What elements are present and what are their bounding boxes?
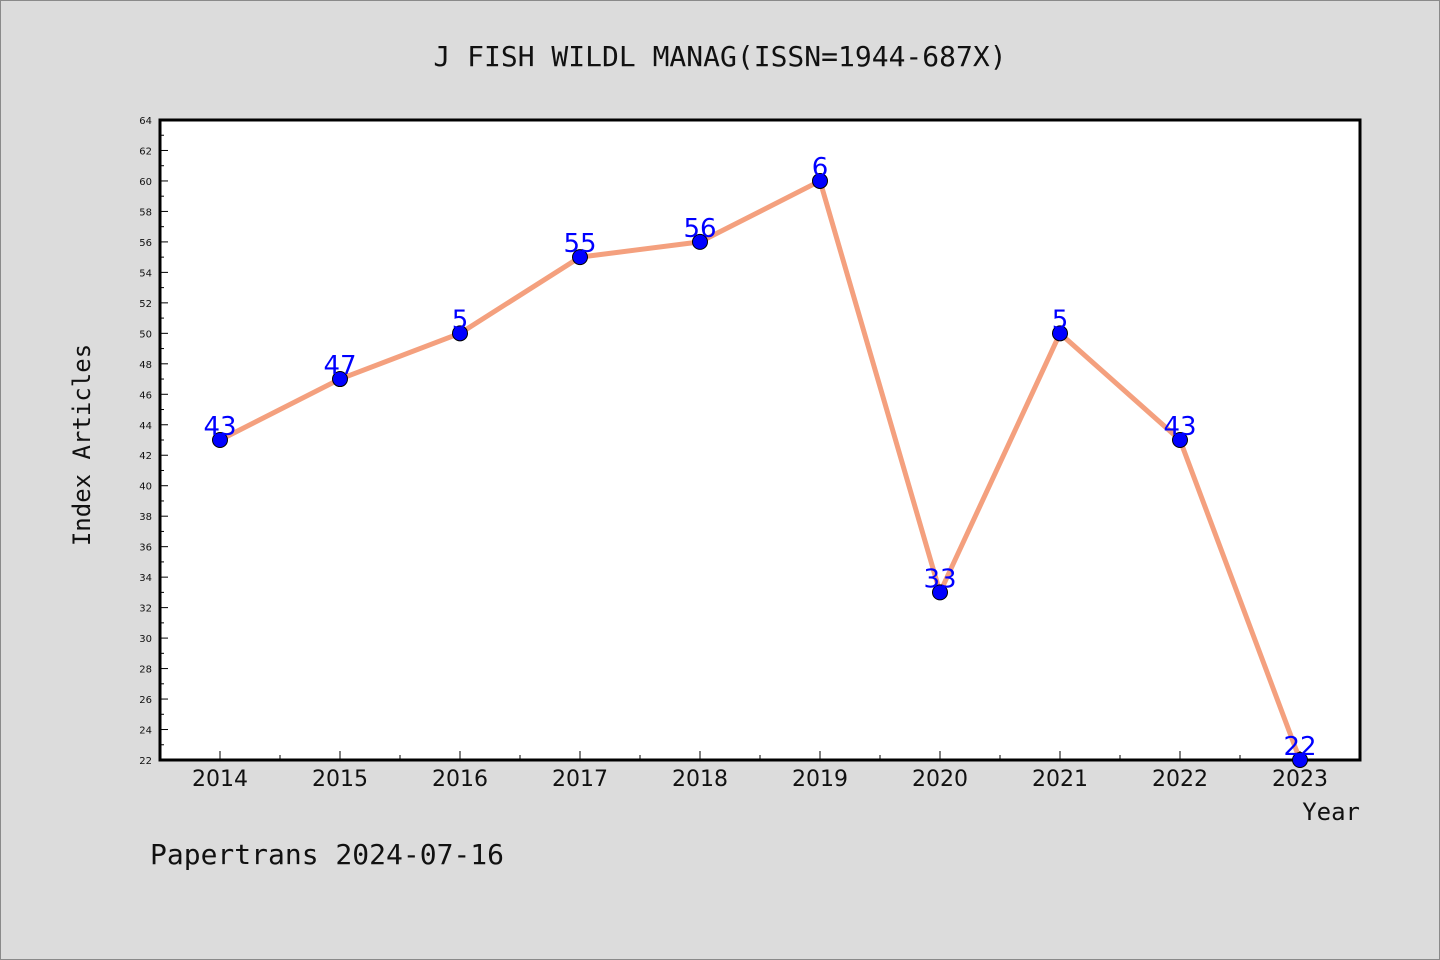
data-point	[1172, 432, 1188, 448]
y-tick-label: 44	[139, 421, 152, 432]
y-axis: 22 24 26 28 30 32 34 36 38 40 42 44 46 48 50 52 54 56 58 60…	[139, 116, 168, 767]
y-tick-label: 28	[139, 665, 152, 676]
data-label: 5	[452, 305, 469, 335]
plot-area	[158, 118, 1362, 762]
data-point	[1052, 325, 1068, 342]
data-point	[452, 325, 468, 342]
y-tick-label: 56	[139, 238, 152, 249]
data-label: 33	[923, 564, 956, 594]
x-tick-label: 2021	[1032, 767, 1088, 792]
x-axis-title: Year	[1302, 798, 1360, 826]
footer-stamp: Papertrans 2024-07-16	[150, 838, 504, 871]
y-tick-label: 52	[139, 299, 152, 310]
y-tick-label: 34	[139, 573, 152, 584]
x-tick-label: 2018	[672, 767, 728, 792]
x-tick-label: 2019	[792, 767, 848, 792]
y-tick-label: 62	[139, 146, 152, 157]
y-tick-label: 36	[139, 543, 152, 554]
y-tick-label: 60	[139, 177, 152, 188]
data-label: 55	[563, 229, 596, 259]
y-tick-label: 38	[139, 512, 152, 523]
y-tick-label: 42	[139, 451, 152, 462]
chart-title: J FISH WILDL MANAG(ISSN=1944-687X)	[433, 40, 1006, 73]
x-tick-label: 2017	[552, 767, 608, 792]
y-tick-label: 64	[139, 116, 152, 127]
data-points	[212, 172, 1308, 768]
data-label: 6	[812, 153, 829, 183]
y-axis-title: Index Articles	[68, 344, 96, 546]
y-tick-label: 40	[139, 482, 152, 493]
x-axis: 2014 2015 2016 2017 2018 2019 2020 2021 2022 2023	[192, 751, 1328, 792]
data-label: 5	[1052, 305, 1069, 335]
data-point	[212, 432, 228, 448]
y-tick-label: 48	[139, 360, 152, 371]
data-point	[572, 249, 588, 266]
x-tick-label: 2020	[912, 767, 968, 792]
y-tick-label: 26	[139, 695, 152, 706]
data-label: 43	[203, 412, 236, 442]
data-point	[332, 371, 348, 388]
y-tick-label: 30	[139, 634, 152, 645]
y-tick-label: 54	[139, 268, 152, 279]
x-tick-label: 2022	[1152, 767, 1208, 792]
data-label: 56	[683, 214, 716, 244]
y-tick-label: 22	[139, 756, 152, 767]
data-label: 43	[1163, 412, 1196, 442]
x-tick-label: 2014	[192, 767, 248, 792]
data-point	[812, 172, 828, 189]
data-label: 47	[323, 351, 356, 381]
data-point	[1292, 752, 1308, 768]
data-label: 22	[1283, 732, 1316, 762]
y-tick-label: 58	[139, 207, 152, 218]
y-tick-label: 46	[139, 390, 152, 401]
x-tick-label: 2015	[312, 767, 368, 792]
data-point	[692, 233, 708, 250]
x-tick-label: 2023	[1272, 767, 1328, 792]
y-tick-label: 32	[139, 604, 152, 615]
series-line	[218, 178, 1303, 761]
x-tick-label: 2016	[432, 767, 488, 792]
data-point	[932, 584, 948, 601]
y-tick-label: 24	[139, 726, 152, 737]
y-tick-label: 50	[139, 329, 152, 340]
